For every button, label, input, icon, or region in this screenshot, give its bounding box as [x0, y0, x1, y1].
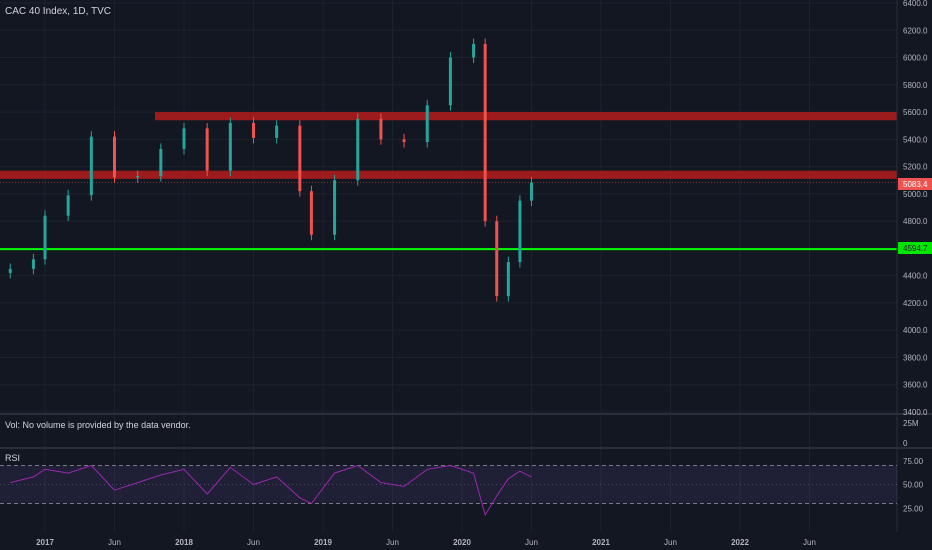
resistance-zone: [0, 170, 897, 179]
price-axis-label: 4800.0: [903, 217, 928, 226]
candle-body: [518, 200, 522, 263]
candle-body: [159, 148, 163, 177]
price-axis-label: 6000.0: [903, 54, 928, 63]
candle-body: [275, 125, 279, 138]
price-axis-label: 4200.0: [903, 299, 928, 308]
rsi-axis-label: 25.00: [903, 504, 924, 513]
last-price-tag-bg: [898, 178, 932, 190]
rsi-label[interactable]: RSI: [5, 453, 21, 463]
candle-body: [356, 118, 360, 181]
price-axis-label: 5200.0: [903, 163, 928, 172]
rsi-line: [10, 464, 532, 517]
candle-body: [43, 215, 47, 260]
price-axis-label: 6400.0: [903, 0, 928, 8]
candle-body: [333, 180, 337, 235]
support-price-tag-bg: [898, 242, 932, 254]
pane-separators: [0, 0, 932, 532]
price-axis-label: 5800.0: [903, 81, 928, 90]
time-axis-label: 2022: [731, 538, 749, 547]
candle-body: [252, 122, 255, 138]
time-axis-label: Jun: [803, 538, 816, 547]
price-axis-label: 3600.0: [903, 381, 928, 390]
candle-body: [483, 43, 487, 222]
candle-body: [136, 176, 140, 178]
volume-message: Vol: No volume is provided by the data v…: [5, 420, 191, 430]
rsi-axis-label: 75.00: [903, 457, 924, 466]
time-axis-label: Jun: [247, 538, 260, 547]
time-axis-label: Jun: [664, 538, 677, 547]
candle-body: [402, 139, 406, 143]
candle-body: [8, 268, 12, 273]
rsi-axis-label: 50.00: [903, 481, 924, 490]
time-axis-label: 2021: [592, 538, 610, 547]
price-candles: [8, 38, 533, 302]
price-axis-label: 3800.0: [903, 353, 928, 362]
candle-body: [205, 128, 209, 171]
last-price-tag: 5083.4: [903, 180, 928, 189]
volume-scale-zero: 0: [903, 439, 908, 448]
candle-body: [472, 43, 476, 58]
rsi-plot: [0, 464, 897, 517]
candle-body: [530, 182, 533, 201]
grid-lines: [0, 0, 897, 532]
candle-body: [113, 136, 116, 178]
price-axis-label: 5600.0: [903, 108, 928, 117]
candle-body: [31, 259, 35, 269]
support-price-tag: 4594.7: [903, 244, 928, 253]
candle-body: [309, 191, 313, 235]
price-axis-label: 4400.0: [903, 272, 928, 281]
time-axis-label: 2018: [175, 538, 193, 547]
price-axis-label: 3400.0: [903, 408, 928, 417]
candle-body: [182, 128, 186, 149]
resistance-zone: [155, 112, 897, 121]
chart-title: CAC 40 Index, 1D, TVC: [5, 6, 111, 17]
time-axis-label: 2017: [36, 538, 54, 547]
time-axis-label: 2020: [453, 538, 471, 547]
candle-body: [228, 122, 232, 171]
volume-scale: 25M 0: [903, 419, 919, 448]
candle-body: [506, 262, 510, 297]
candle-body: [448, 57, 452, 106]
price-axis-label: 4000.0: [903, 326, 928, 335]
candle-body: [89, 136, 93, 196]
price-axis-label: 6200.0: [903, 26, 928, 35]
time-axis[interactable]: 2017 Jun 2018 Jun 2019 Jun 2020 Jun 2021 Jun 2022 J…: [36, 538, 816, 547]
time-axis-label: 2019: [314, 538, 332, 547]
horizontal-zones: [0, 112, 897, 251]
candle-body: [495, 221, 499, 297]
time-axis-label: Jun: [108, 538, 121, 547]
candle-body: [379, 118, 383, 140]
time-axis-label: Jun: [386, 538, 399, 547]
price-tags: 5083.4 4594.7: [898, 178, 932, 254]
price-axis-label: 5000.0: [903, 190, 928, 199]
volume-scale-top: 25M: [903, 419, 919, 428]
time-axis-label: Jun: [525, 538, 538, 547]
candle-body: [298, 125, 302, 192]
candle-body: [425, 105, 429, 143]
price-axis-label: 5400.0: [903, 135, 928, 144]
price-axis[interactable]: 3400.03600.03800.04000.04200.04400.04600…: [903, 0, 928, 513]
candle-body: [66, 195, 70, 216]
